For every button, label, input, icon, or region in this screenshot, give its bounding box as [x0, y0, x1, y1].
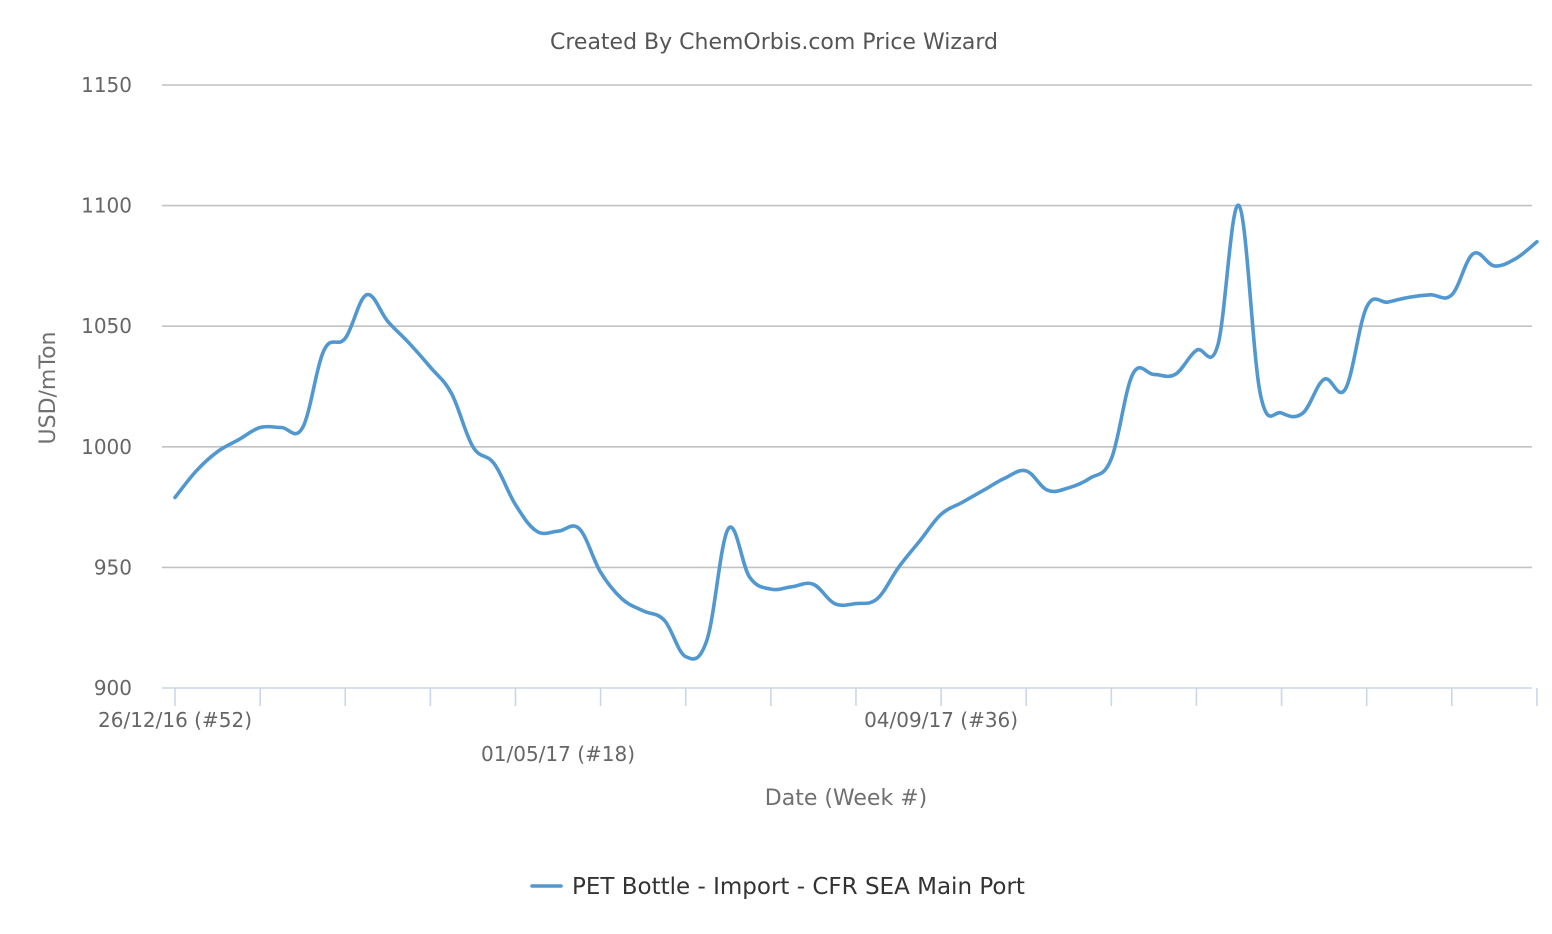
series-line-0[interactable] [173, 203, 1539, 661]
x-tick-label-2: 04/09/17 (#36) [864, 708, 1018, 732]
x-tick-label-0: 26/12/16 (#52) [98, 708, 252, 732]
y-axis-title: USD/mTon [36, 332, 61, 445]
y-tick-label-950: 950 [94, 555, 132, 579]
y-tick-label-1050: 1050 [81, 314, 132, 338]
y-tick-label-1000: 1000 [81, 435, 132, 459]
legend[interactable]: PET Bottle - Import - CFR SEA Main Port [530, 874, 1025, 900]
y-tick-label-900: 900 [94, 676, 132, 700]
x-axis [162, 687, 1538, 706]
y-tick-label-1100: 1100 [81, 194, 132, 218]
chart-title: Created By ChemOrbis.com Price Wizard [550, 30, 998, 55]
y-tick-label-1150: 1150 [81, 73, 132, 97]
x-axis-title: Date (Week #) [765, 786, 927, 811]
tick-labels: 900 950 1000 1050 1100 1150 26/12/16 (#52) 01/0… [81, 73, 1018, 766]
legend-label[interactable]: PET Bottle - Import - CFR SEA Main Port [572, 874, 1025, 900]
x-tick-label-1: 01/05/17 (#18) [481, 742, 635, 766]
grid-lines [162, 84, 1532, 569]
series-lines [173, 203, 1539, 661]
